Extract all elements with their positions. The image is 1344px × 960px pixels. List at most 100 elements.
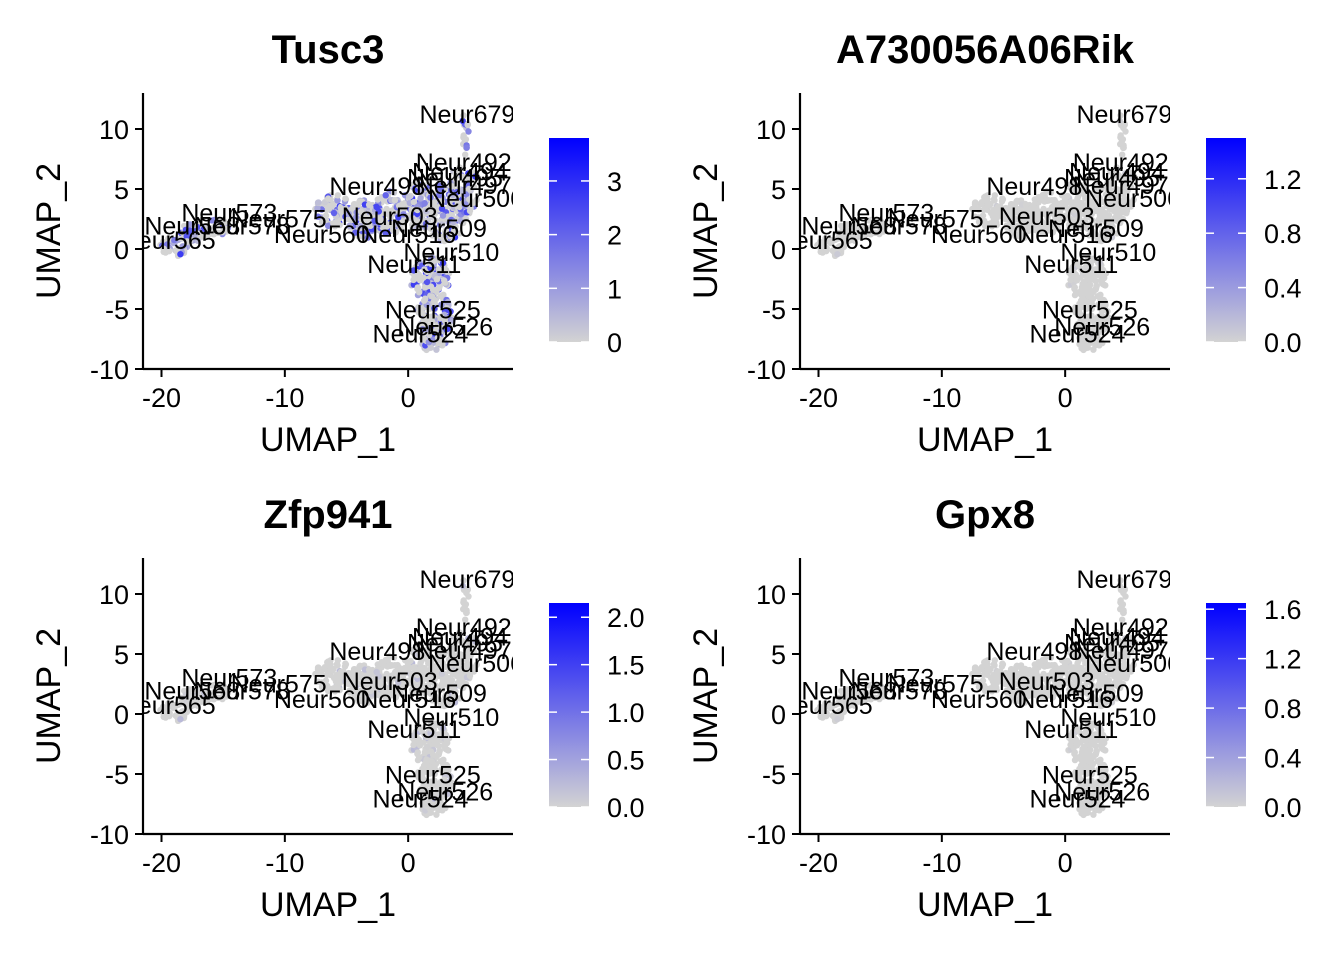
cell-point xyxy=(1122,128,1129,135)
cell-point xyxy=(464,586,471,593)
cell-point xyxy=(427,260,435,267)
cell-point xyxy=(1129,638,1136,645)
cell-point xyxy=(472,638,479,645)
cell-point xyxy=(1120,656,1127,663)
cell-point xyxy=(1118,202,1126,209)
x-axis-label: UMAP_1 xyxy=(917,421,1053,459)
cell-point xyxy=(345,210,352,218)
cell-point xyxy=(1104,698,1111,705)
cell-point xyxy=(444,325,452,332)
cell-point xyxy=(415,304,422,311)
cell-point xyxy=(1047,189,1055,196)
cell-point xyxy=(456,203,463,211)
cell-point xyxy=(1009,214,1017,221)
cell-point xyxy=(1096,677,1104,684)
cluster-label: Neur560 xyxy=(931,221,1027,249)
cell-point xyxy=(456,668,463,676)
cell-point xyxy=(410,741,417,749)
cluster-label: Neur492 xyxy=(416,614,512,642)
cell-point xyxy=(867,696,875,703)
cell-point xyxy=(346,687,353,694)
cell-point xyxy=(1097,336,1104,343)
cell-point xyxy=(421,665,428,672)
cell-point xyxy=(325,660,332,667)
cluster-label: Neur494 xyxy=(1069,159,1165,187)
cell-point xyxy=(1071,671,1078,679)
cell-point xyxy=(420,182,427,189)
cell-point xyxy=(1066,221,1073,228)
cell-point xyxy=(357,673,365,680)
cell-point xyxy=(980,671,987,678)
cell-point xyxy=(342,195,349,202)
cluster-labels: Neur679 Neur492Neur494Neur495Neur497Neur4… xyxy=(143,101,513,349)
cluster-label: Neur679 xyxy=(419,566,515,594)
cell-point xyxy=(835,700,842,707)
cell-point xyxy=(329,202,336,209)
scale-tick-label: 0.0 xyxy=(1264,328,1302,358)
x-tick-label: 0 xyxy=(401,383,416,413)
cluster-label: Neur575 xyxy=(888,205,984,233)
cell-point xyxy=(204,224,211,231)
cluster-label: Neur511 xyxy=(1024,716,1118,744)
cell-point xyxy=(1066,686,1073,693)
cell-point xyxy=(1002,675,1009,683)
cell-point xyxy=(416,289,423,296)
cell-point xyxy=(409,221,416,228)
cell-point xyxy=(469,199,477,206)
cell-point xyxy=(439,221,446,228)
cell-point xyxy=(880,225,888,232)
cell-point xyxy=(1095,698,1102,705)
color-scale-legend: 3 2 1 0 xyxy=(549,138,622,358)
cell-point xyxy=(374,196,381,203)
cluster-label: Neur494 xyxy=(412,159,508,187)
cell-point xyxy=(433,741,441,748)
cell-point xyxy=(1095,663,1102,670)
cell-point xyxy=(991,192,998,199)
cell-point xyxy=(1122,185,1130,193)
cell-point xyxy=(392,228,399,235)
cell-point xyxy=(433,346,440,353)
cell-point xyxy=(439,212,447,219)
cluster-label: Neur560 xyxy=(274,686,370,714)
cell-point xyxy=(447,698,454,705)
cell-point xyxy=(461,202,468,209)
cluster-label: Neur565 xyxy=(777,692,873,720)
panel-title: Tusc3 xyxy=(272,28,385,72)
cell-point xyxy=(1129,173,1136,180)
cell-point xyxy=(356,198,363,205)
cell-point xyxy=(1121,639,1128,646)
cell-point xyxy=(456,230,464,237)
cell-point xyxy=(382,219,389,226)
cell-point xyxy=(861,224,868,231)
cell-point xyxy=(1082,339,1090,346)
y-tick-label: 10 xyxy=(99,115,129,145)
cell-point xyxy=(851,702,858,709)
panel-title: Gpx8 xyxy=(935,493,1035,537)
cluster-label: Neur503 xyxy=(342,668,438,696)
cell-point xyxy=(1089,682,1096,689)
cell-point xyxy=(1095,198,1102,205)
scale-tick-label: 2.0 xyxy=(607,603,645,633)
cell-point xyxy=(880,690,888,697)
cell-point xyxy=(382,695,389,702)
cell-point xyxy=(450,227,457,234)
cell-point xyxy=(334,657,341,664)
cell-point xyxy=(1014,208,1022,215)
cell-point xyxy=(318,683,326,691)
cell-point xyxy=(1048,662,1056,669)
cluster-label: Neur511 xyxy=(1024,251,1118,279)
cell-point xyxy=(1104,233,1111,240)
panel-zfp941: Zfp941 Neur679 Neur492Neur494Neur495Neur4… xyxy=(30,493,645,924)
cell-point xyxy=(395,679,402,686)
cell-point xyxy=(408,680,415,687)
cell-point xyxy=(330,674,338,682)
cell-point xyxy=(448,212,456,219)
cell-point xyxy=(1022,666,1030,673)
cell-point xyxy=(429,783,436,790)
cell-point xyxy=(1121,174,1128,181)
x-tick-label: -20 xyxy=(799,848,838,878)
cell-point xyxy=(210,231,218,238)
cell-point xyxy=(1062,193,1070,201)
cell-point xyxy=(1056,666,1063,673)
scale-tick-label: 3 xyxy=(607,167,622,197)
